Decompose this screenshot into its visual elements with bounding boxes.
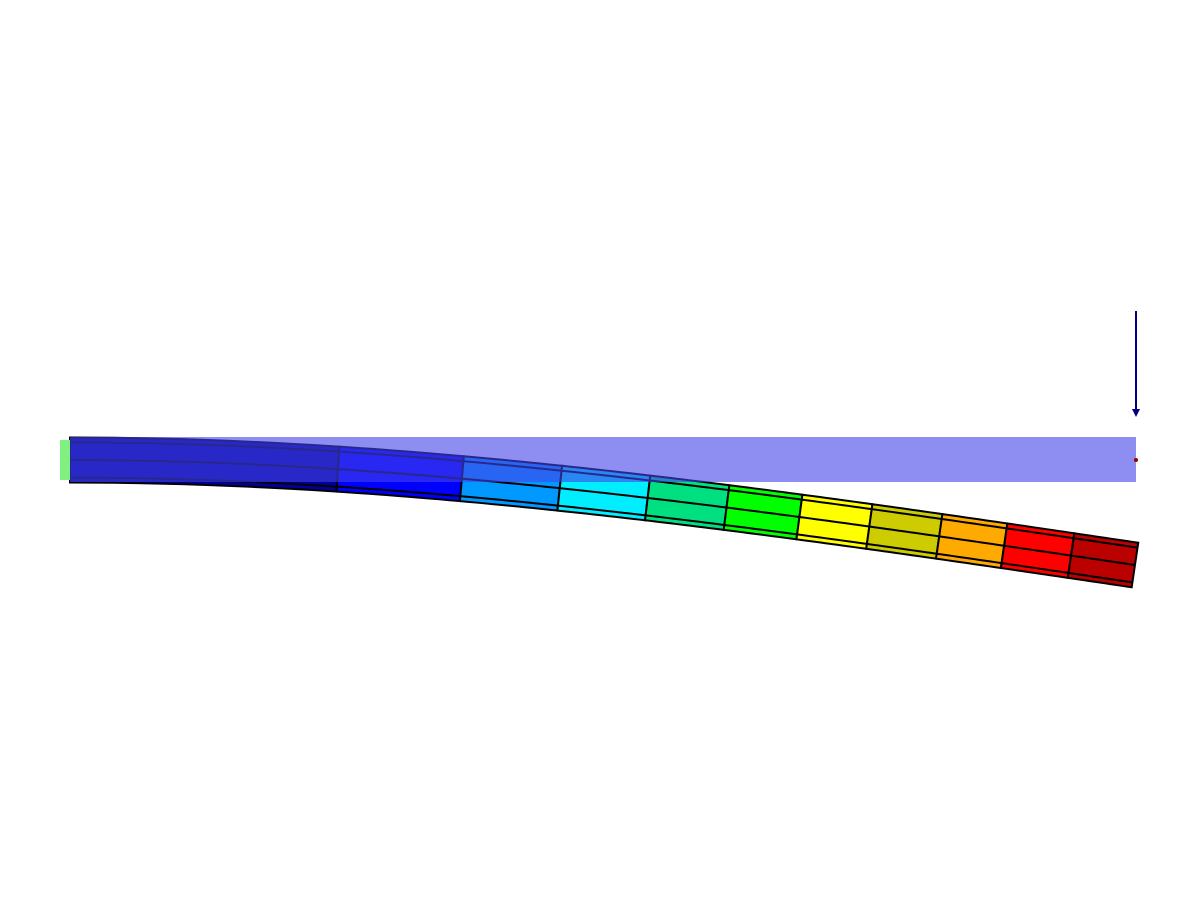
mesh-line	[559, 487, 648, 499]
load-arrow-head	[1132, 409, 1140, 417]
fixed-support	[60, 440, 70, 480]
mesh-line	[1006, 527, 1074, 540]
mesh-line	[801, 498, 872, 511]
mesh-line	[336, 485, 461, 498]
mesh-line	[1068, 571, 1133, 584]
mesh-line	[645, 514, 725, 526]
mesh-line	[1001, 562, 1069, 574]
mesh-line	[557, 504, 646, 517]
mesh-line	[936, 552, 1002, 565]
load-arrow	[1132, 311, 1140, 417]
mesh-line	[1073, 537, 1138, 549]
mesh-line	[460, 495, 559, 507]
mesh-line	[728, 489, 802, 501]
mesh-line	[647, 496, 727, 509]
mesh-line	[724, 523, 798, 536]
mesh-line	[726, 506, 800, 518]
mesh-line	[866, 542, 937, 555]
undeformed-beam	[70, 437, 1136, 482]
mesh-line	[649, 479, 729, 492]
load-point-marker	[1134, 458, 1138, 462]
mesh-line	[869, 525, 940, 538]
mesh-line	[1003, 544, 1072, 557]
mesh-line	[796, 533, 868, 545]
mesh-line	[1070, 554, 1136, 566]
mesh-line	[871, 508, 942, 520]
mesh-line	[799, 516, 870, 528]
mesh-line	[939, 535, 1005, 547]
mesh-line	[941, 518, 1007, 530]
